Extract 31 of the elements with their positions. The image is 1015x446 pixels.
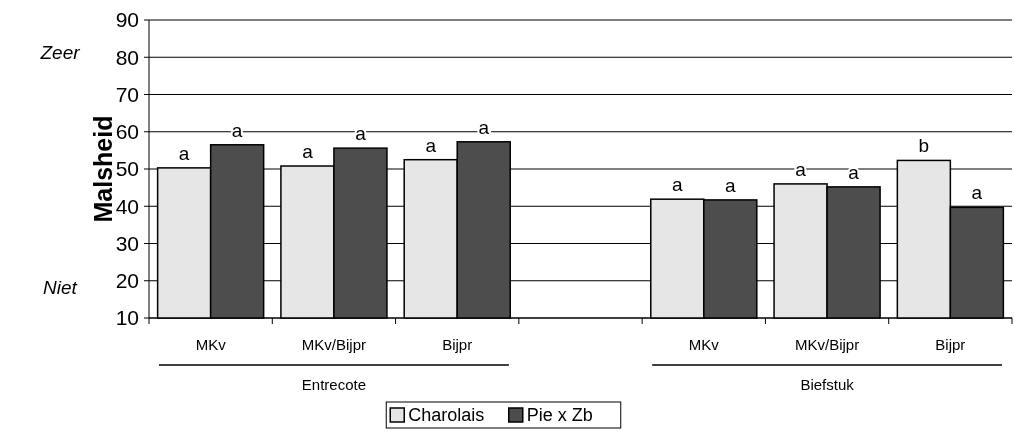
y-tick-label: 80 [115, 45, 139, 69]
x-tick-label: MKv/Bijpr [301, 336, 367, 353]
y-tick-label: 10 [115, 306, 139, 330]
data-label: b [918, 135, 930, 157]
legend-label: Pie x Zb [526, 405, 593, 425]
y-tick-label: 50 [115, 157, 139, 181]
data-label: a [425, 134, 437, 156]
y-axis-title: Malsheid [89, 115, 117, 223]
data-label: a [848, 161, 860, 183]
x-tick-label: MKv/Bijpr [794, 336, 860, 353]
data-label: a [971, 182, 983, 204]
y-tick-label: 60 [115, 120, 139, 144]
data-label: a [302, 141, 314, 163]
y-tick-label: 90 [115, 8, 139, 32]
text: Biefstuk [800, 376, 855, 393]
x-tick-label: MKv [195, 336, 227, 353]
data-label: a [725, 174, 736, 196]
data-label: a [671, 174, 683, 196]
y-tick-label: 20 [115, 269, 139, 293]
y-tick-label: 30 [115, 231, 139, 255]
x-tick-label: Bijpr [442, 336, 473, 353]
text: Zeer [39, 41, 81, 63]
data-label: a [178, 142, 190, 164]
y-tick-label: 40 [115, 194, 139, 218]
data-label: a [795, 158, 807, 180]
text: Entrecote [301, 376, 367, 393]
y-tick-label: 70 [115, 82, 139, 106]
text: Niet [43, 276, 78, 298]
x-tick-label: Bijpr [935, 336, 966, 353]
legend-label: Charolais [408, 405, 485, 425]
x-tick-label: MKv [688, 336, 720, 353]
